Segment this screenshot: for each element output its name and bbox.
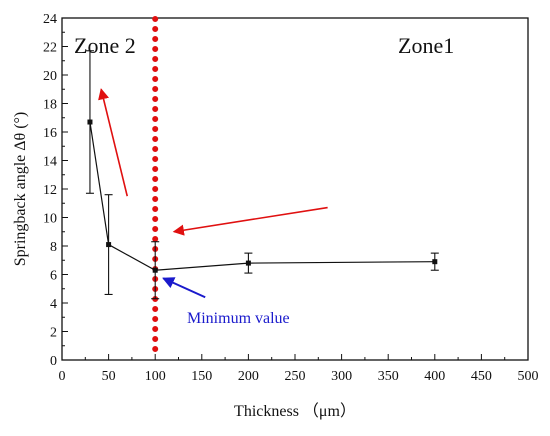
y-tick-label: 8 [50, 240, 57, 255]
x-tick-label: 200 [238, 369, 259, 384]
data-point [432, 259, 438, 265]
y-tick-label: 24 [43, 12, 57, 27]
trend-arrow [172, 206, 328, 236]
series-line [89, 121, 435, 271]
data-point [106, 242, 112, 248]
x-tick-label: 500 [518, 369, 539, 384]
x-tick-label: 400 [424, 369, 445, 384]
y-tick-label: 4 [50, 297, 57, 312]
y-tick-label: 10 [43, 212, 57, 227]
data-points [87, 119, 438, 273]
minimum-value-label: Minimum value [187, 310, 290, 327]
y-tick-label: 20 [43, 69, 57, 84]
x-axis-title: Thickness （μm） [234, 402, 356, 420]
x-tick-label: 50 [102, 369, 116, 384]
x-axis-ticks: 0 50 100 150 200 250 300 350 400 450 500 [59, 354, 539, 384]
trend-arrows [98, 88, 328, 236]
trend-arrow [98, 88, 129, 197]
x-tick-label: 150 [191, 369, 212, 384]
x-tick-label: 0 [59, 369, 66, 384]
data-point [152, 267, 158, 273]
y-tick-label: 2 [50, 326, 57, 341]
x-tick-label: 450 [471, 369, 492, 384]
y-tick-label: 0 [50, 354, 57, 369]
zone-2-label: Zone 2 [74, 33, 136, 58]
x-tick-label: 300 [331, 369, 352, 384]
plot-frame [61, 17, 529, 361]
y-tick-label: 12 [43, 183, 57, 198]
y-tick-label: 22 [43, 41, 57, 56]
data-point [245, 260, 251, 266]
x-tick-label: 250 [285, 369, 306, 384]
y-tick-label: 16 [43, 126, 57, 141]
minimum-value-arrow [162, 277, 206, 299]
y-tick-label: 14 [43, 155, 57, 170]
y-tick-label: 18 [43, 98, 57, 113]
zone-1-label: Zone1 [398, 33, 454, 58]
y-tick-label: 6 [50, 269, 57, 284]
y-axis-title: Springback angle Δθ (°) [12, 112, 29, 267]
data-point [87, 119, 93, 125]
x-tick-label: 100 [145, 369, 166, 384]
x-tick-label: 350 [378, 369, 399, 384]
